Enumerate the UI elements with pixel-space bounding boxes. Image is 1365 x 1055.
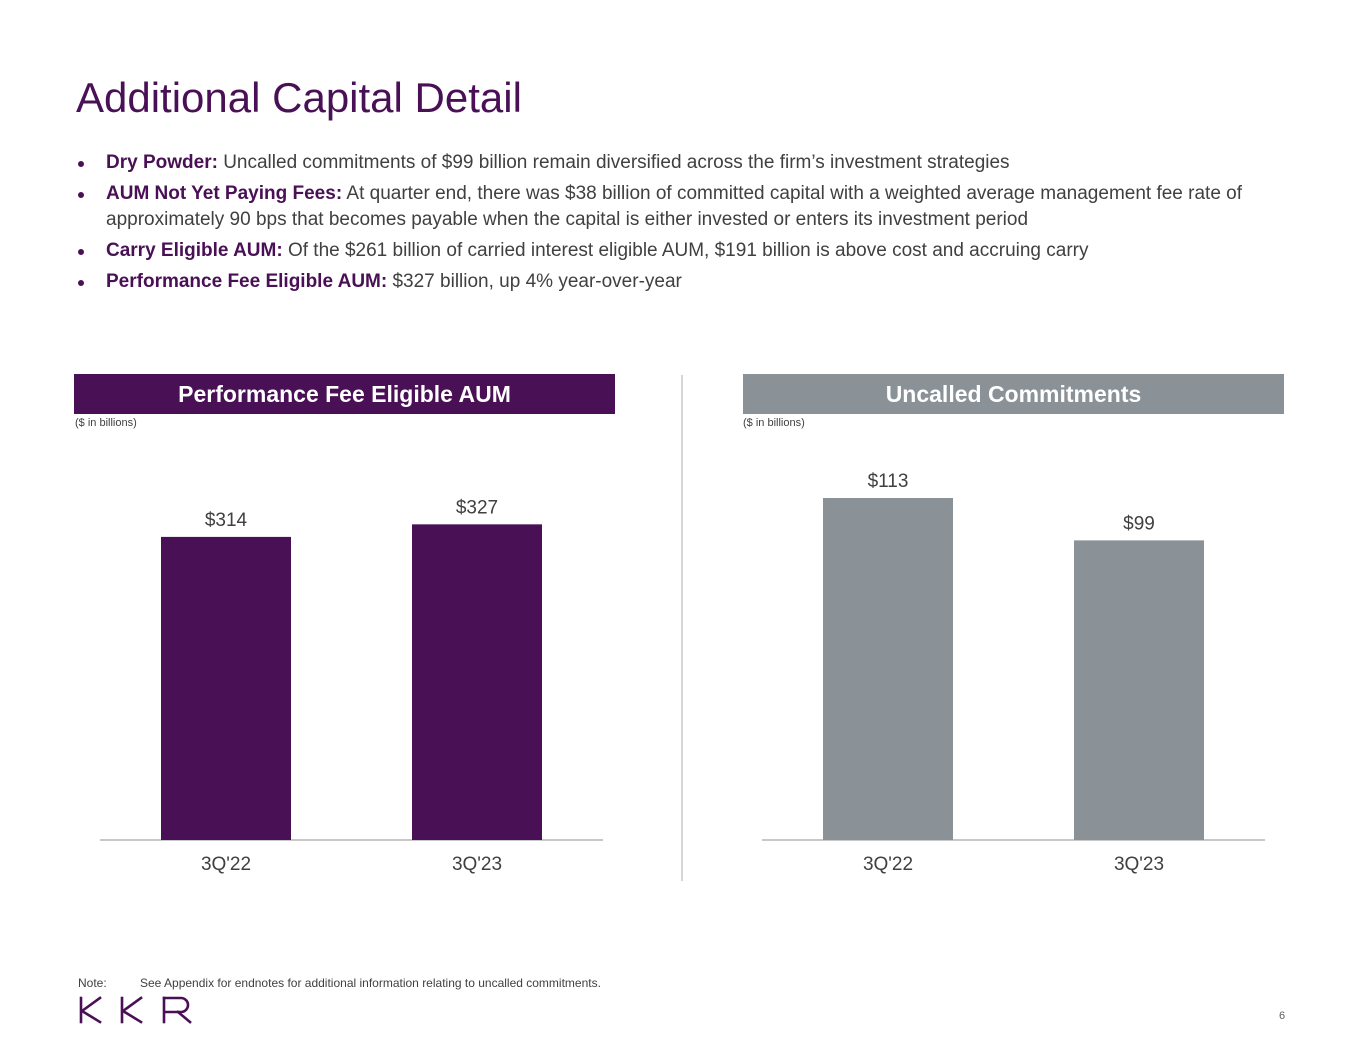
data-label: $327 [456, 497, 498, 518]
uncalled-commitments-chart-title: Uncalled Commitments [743, 374, 1284, 414]
bar [823, 498, 953, 840]
panel-divider [681, 375, 683, 881]
bullet-text: Uncalled commitments of $99 billion rema… [223, 152, 1010, 173]
bullet-performance-fee-eligible-aum: Performance Fee Eligible AUM: $327 billi… [76, 269, 1296, 295]
bullet-label: Dry Powder: [106, 152, 218, 173]
bullet-label: Performance Fee Eligible AUM: [106, 271, 388, 292]
page-title: Additional Capital Detail [76, 74, 522, 121]
bullet-text: Of the $261 billion of carried interest … [287, 240, 1089, 261]
kkr-logo [79, 996, 192, 1024]
bar [1074, 540, 1204, 840]
performance-fee-bar-chart: $314 3Q'22 $327 3Q'23 [100, 497, 603, 875]
page-number: 6 [1279, 1010, 1286, 1022]
bar [412, 524, 542, 840]
footnote-label: Note: [78, 976, 107, 990]
uncalled-commitments-units: ($ in billions) [743, 417, 805, 429]
bullet-carry-eligible-aum: Carry Eligible AUM: Of the $261 billion … [76, 238, 1296, 264]
bullet-label: Carry Eligible AUM: [106, 240, 283, 261]
data-label: $314 [205, 510, 248, 531]
bar [161, 536, 291, 840]
bullet-list: Dry Powder: Uncalled commitments of $99 … [76, 150, 1296, 300]
bullet-label: AUM Not Yet Paying Fees: [106, 183, 343, 204]
tick-label: 3Q'23 [452, 854, 502, 875]
bullet-text: $327 billion, up 4% year-over-year [392, 271, 682, 292]
performance-fee-chart-title: Performance Fee Eligible AUM [74, 374, 615, 414]
bullet-dry-powder: Dry Powder: Uncalled commitments of $99 … [76, 150, 1296, 176]
tick-label: 3Q'22 [863, 854, 913, 875]
performance-fee-units: ($ in billions) [75, 417, 137, 429]
footnote: Note: See Appendix for endnotes for addit… [78, 976, 601, 990]
data-label: $113 [868, 471, 909, 492]
bullet-text: At quarter end, there was $38 billion of… [106, 183, 1243, 230]
bullet-aum-not-paying-fees: AUM Not Yet Paying Fees: At quarter end,… [76, 181, 1296, 233]
footnote-text: See Appendix for endnotes for additional… [140, 976, 601, 990]
tick-label: 3Q'22 [201, 854, 251, 875]
data-label: $99 [1123, 513, 1155, 534]
tick-label: 3Q'23 [1114, 854, 1164, 875]
uncalled-commitments-bar-chart: $113 3Q'22 $99 3Q'23 [762, 471, 1265, 875]
